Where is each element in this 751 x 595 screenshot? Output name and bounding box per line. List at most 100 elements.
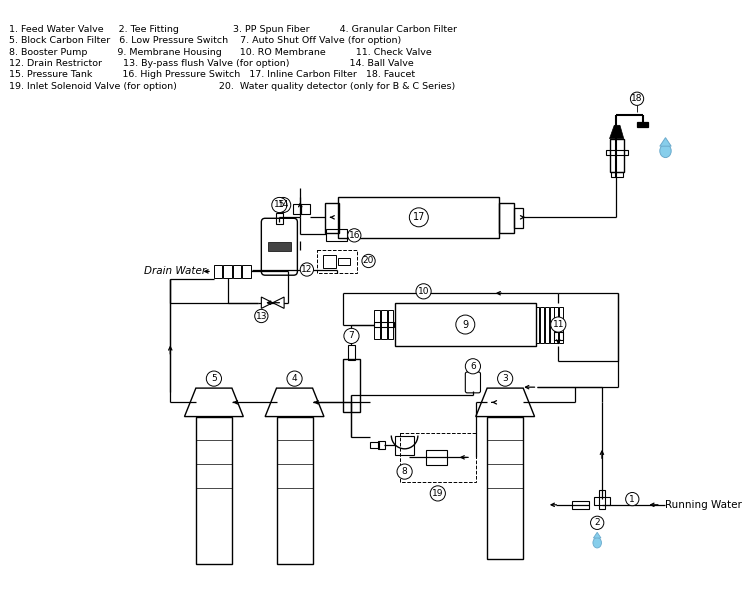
Bar [594, 497, 610, 505]
Text: 18: 18 [632, 94, 643, 104]
Text: 12. Drain Restrictor       13. By-pass flush Valve (for option)                 : 12. Drain Restrictor 13. By-pass flush V… [9, 59, 414, 68]
Bar [388, 311, 394, 339]
FancyBboxPatch shape [261, 218, 297, 275]
Bar [196, 416, 232, 563]
Text: 7: 7 [348, 331, 354, 340]
Circle shape [626, 493, 639, 506]
Text: 20: 20 [363, 256, 374, 265]
Bar [323, 255, 336, 268]
Circle shape [498, 371, 513, 386]
Text: 8. Booster Pump          9. Membrane Housing      10. RO Membrane          11. C: 8. Booster Pump 9. Membrane Housing 10. … [9, 48, 432, 57]
Polygon shape [593, 533, 601, 538]
Ellipse shape [660, 144, 671, 158]
Bar [400, 433, 475, 482]
Text: 9: 9 [463, 320, 469, 330]
Bar [545, 306, 549, 343]
Bar [599, 490, 605, 509]
Circle shape [207, 371, 222, 386]
Text: 15: 15 [273, 201, 285, 209]
Circle shape [550, 317, 566, 332]
Bar [395, 303, 535, 346]
Bar [550, 306, 553, 343]
Bar [293, 204, 301, 214]
Circle shape [590, 516, 604, 530]
Bar [554, 306, 558, 343]
Circle shape [630, 92, 644, 105]
Bar [535, 306, 539, 343]
Bar [637, 121, 648, 127]
Text: 17: 17 [412, 212, 425, 223]
FancyBboxPatch shape [466, 372, 481, 393]
Text: 19. Inlet Solenoid Valve (for option)              20.  Water quality detector (: 19. Inlet Solenoid Valve (for option) 20… [9, 82, 455, 90]
Bar [370, 442, 379, 448]
Circle shape [430, 486, 445, 501]
Text: 1. Feed Water Valve     2. Tee Fitting                  3. PP Spun Fiber        : 1. Feed Water Valve 2. Tee Fitting 3. PP… [9, 25, 457, 34]
Bar [325, 203, 339, 233]
Bar [378, 441, 385, 449]
Bar [553, 332, 563, 340]
Text: 19: 19 [432, 489, 444, 498]
Text: 14: 14 [277, 201, 289, 209]
Polygon shape [610, 126, 624, 139]
Bar [276, 416, 312, 563]
Bar [233, 265, 241, 278]
Bar [318, 249, 357, 273]
Text: 6: 6 [470, 362, 476, 371]
Text: 5: 5 [211, 374, 217, 383]
Text: 2: 2 [594, 518, 600, 527]
Text: Drain Water: Drain Water [143, 267, 206, 277]
Circle shape [272, 198, 287, 212]
Text: 1: 1 [629, 494, 635, 503]
Bar [374, 311, 380, 339]
Circle shape [276, 198, 291, 212]
Bar [276, 212, 283, 224]
Circle shape [362, 254, 376, 268]
Bar [395, 436, 414, 455]
Circle shape [397, 464, 412, 479]
Bar [326, 228, 347, 241]
Polygon shape [261, 297, 284, 308]
Text: 10: 10 [418, 287, 430, 296]
Circle shape [287, 371, 302, 386]
Bar [243, 265, 251, 278]
Polygon shape [265, 388, 324, 416]
Circle shape [255, 309, 268, 322]
Circle shape [344, 328, 359, 343]
Text: 16: 16 [348, 231, 360, 240]
Text: 13: 13 [255, 312, 267, 321]
Text: 5. Block Carbon Filter   6. Low Pressure Switch    7. Auto Shut Off Valve (for o: 5. Block Carbon Filter 6. Low Pressure S… [9, 36, 401, 45]
Bar [572, 501, 589, 509]
Text: 11: 11 [553, 320, 564, 329]
Text: 3: 3 [502, 374, 508, 383]
Bar [514, 208, 523, 228]
Bar [374, 322, 394, 327]
Text: 4: 4 [291, 374, 297, 383]
Circle shape [300, 263, 313, 276]
Bar [268, 242, 291, 252]
Text: 8: 8 [402, 467, 408, 476]
Bar [487, 416, 523, 559]
Bar [214, 265, 222, 278]
Bar [338, 198, 499, 238]
Bar [559, 306, 563, 343]
Bar [343, 359, 360, 412]
Circle shape [466, 359, 481, 374]
Bar [338, 258, 349, 265]
Bar [427, 450, 448, 465]
Polygon shape [475, 388, 535, 416]
Ellipse shape [593, 537, 602, 548]
Bar [348, 346, 355, 359]
Circle shape [409, 208, 428, 227]
Polygon shape [185, 388, 243, 416]
Text: 15. Pressure Tank          16. High Pressure Switch   17. Inline Carbon Filter  : 15. Pressure Tank 16. High Pressure Swit… [9, 70, 415, 79]
Bar [223, 265, 232, 278]
Bar [540, 306, 544, 343]
Bar [499, 203, 514, 233]
Circle shape [416, 284, 431, 299]
Text: 12: 12 [301, 265, 312, 274]
Text: Running Water: Running Water [665, 500, 743, 510]
Bar [606, 150, 628, 155]
Bar [381, 311, 387, 339]
Circle shape [456, 315, 475, 334]
Circle shape [348, 228, 361, 242]
